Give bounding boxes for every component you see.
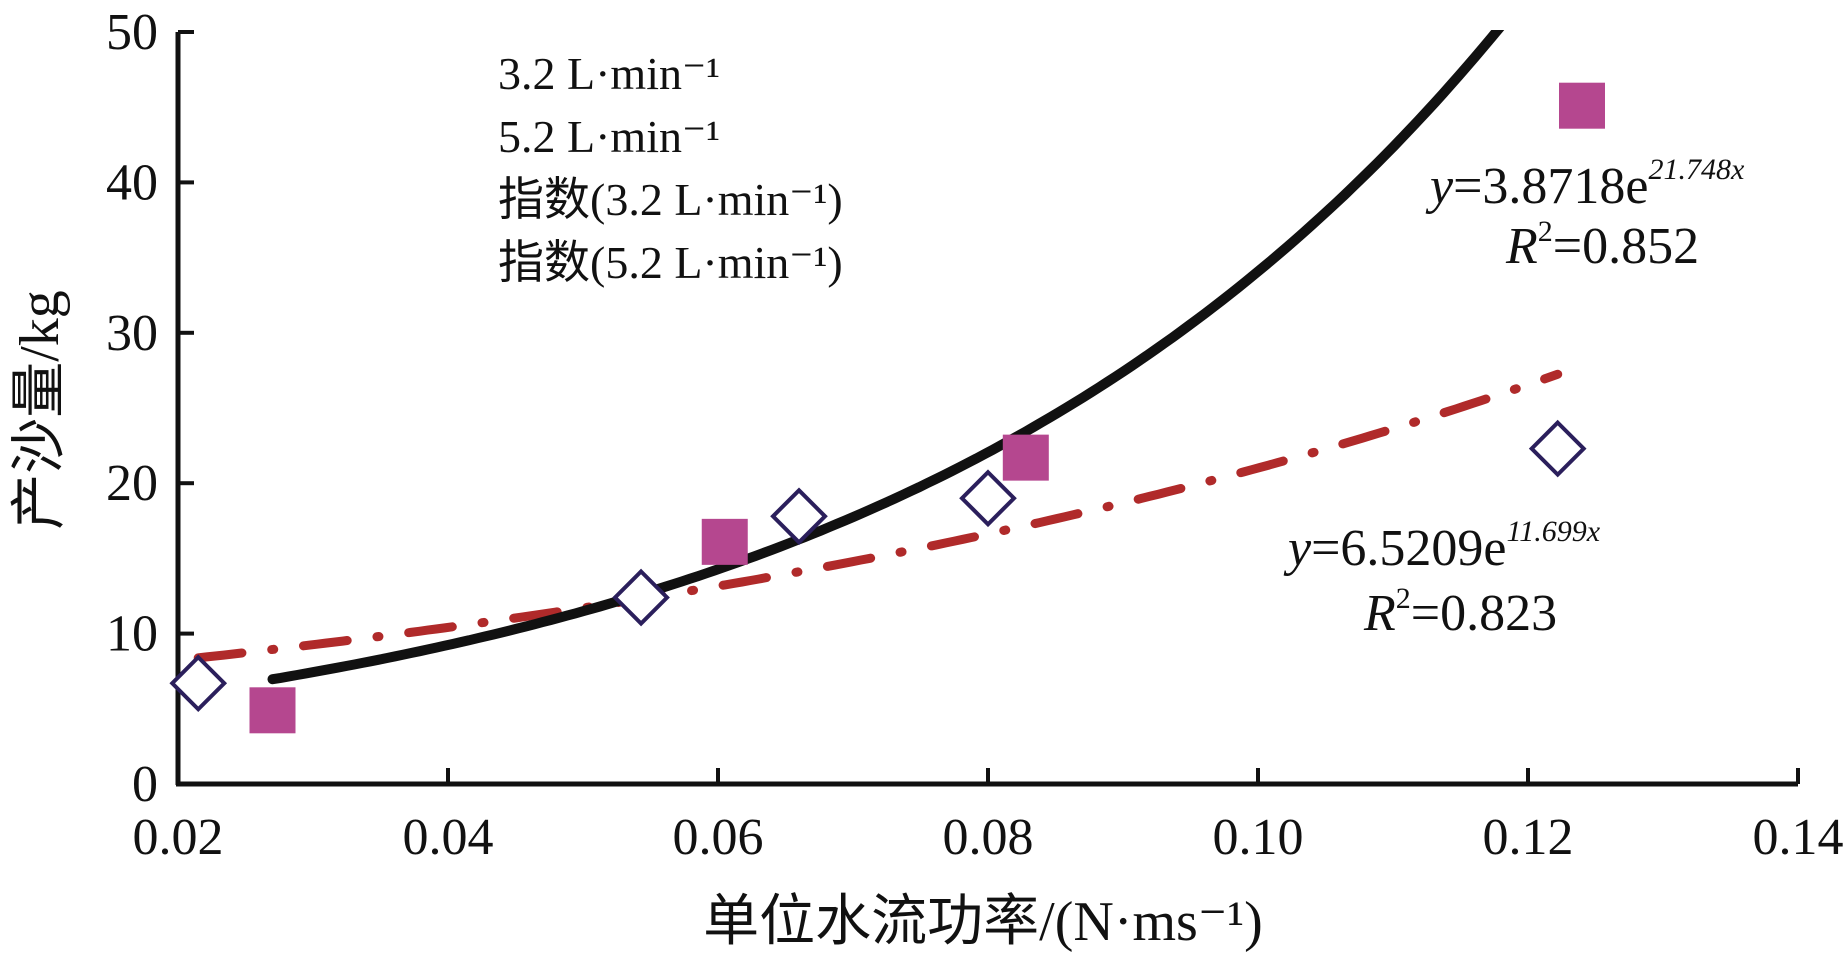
y-tick-label: 40 (106, 154, 158, 211)
point-series-2 (1002, 434, 1049, 481)
r2-trend-1: R2=0.823 (1363, 582, 1557, 642)
y-tick-label: 0 (132, 756, 158, 813)
equation-trend-1: y=6.5209e11.699x (1283, 515, 1601, 577)
point-series-1 (959, 469, 1017, 528)
legend-entry-trend-1: 指数(3.2 L·min⁻¹) (498, 174, 843, 225)
r2-trend-2: R2=0.852 (1505, 215, 1699, 275)
point-series-2 (249, 687, 296, 734)
point-series-2 (701, 518, 748, 565)
x-tick-label: 0.02 (133, 809, 224, 866)
legend: 3.2 L·min⁻¹ 5.2 L·min⁻¹ 指数(3.2 L·min⁻¹) … (498, 48, 843, 288)
legend-entry-series-2: 5.2 L·min⁻¹ (498, 111, 720, 162)
x-axis-title: 单位水流功率/(N·ms⁻¹) (703, 891, 1263, 953)
x-tick-label: 0.08 (943, 809, 1034, 866)
x-tick-label: 0.04 (403, 809, 494, 866)
equation-trend-2: y=3.8718e21.748x (1425, 153, 1745, 215)
markers (169, 82, 1605, 734)
x-tick-label: 0.12 (1483, 809, 1574, 866)
x-tick-label: 0.06 (673, 809, 764, 866)
y-tick-label: 10 (106, 606, 158, 663)
point-series-1 (612, 568, 670, 627)
y-tick-label: 30 (106, 305, 158, 362)
trendline-2 (267, 30, 1505, 685)
x-tick-label: 0.14 (1753, 809, 1843, 866)
axes: 0.02 0.04 0.06 0.08 0.10 0.12 0.14 0 10 20 30 40 50 (106, 4, 1843, 866)
point-series-1 (1528, 419, 1587, 478)
legend-entry-trend-2: 指数(5.2 L·min⁻¹) (498, 237, 843, 288)
equations: y=3.8718e21.748x R2=0.852 y=6.5209e11.69… (1283, 153, 1745, 642)
trendline-1 (193, 369, 1563, 663)
y-tick-label: 20 (106, 455, 158, 512)
x-tick-label: 0.10 (1213, 809, 1304, 866)
trendlines (193, 30, 1563, 685)
y-tick-label: 50 (106, 4, 158, 61)
point-series-1 (169, 654, 228, 713)
point-series-1 (770, 487, 828, 546)
y-axis-title: 产沙量/kg (9, 290, 71, 530)
point-series-2 (1559, 82, 1605, 129)
legend-entry-series-1: 3.2 L·min⁻¹ (498, 48, 720, 99)
